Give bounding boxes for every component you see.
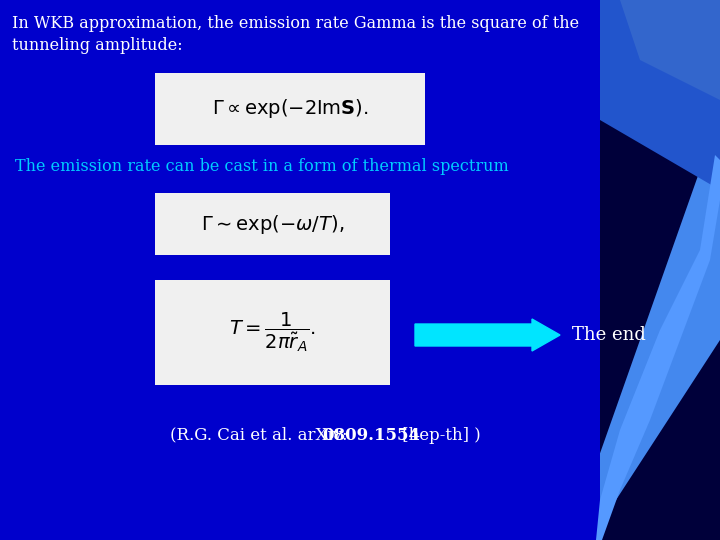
Text: tunneling amplitude:: tunneling amplitude: (12, 37, 183, 54)
Text: $T = \dfrac{1}{2\pi\tilde{r}_A}.$: $T = \dfrac{1}{2\pi\tilde{r}_A}.$ (229, 310, 316, 354)
Polygon shape (596, 155, 720, 540)
Polygon shape (620, 0, 720, 100)
FancyBboxPatch shape (155, 193, 390, 255)
Text: $\Gamma \sim \exp(-\omega/T),$: $\Gamma \sim \exp(-\omega/T),$ (201, 213, 344, 235)
Polygon shape (590, 0, 720, 190)
Text: [hep-th] ): [hep-th] ) (397, 427, 481, 443)
Polygon shape (0, 0, 600, 540)
FancyBboxPatch shape (155, 280, 390, 385)
Text: $\Gamma \propto \exp(-2\mathrm{Im}\mathbf{S}).$: $\Gamma \propto \exp(-2\mathrm{Im}\mathb… (212, 98, 368, 120)
FancyBboxPatch shape (155, 73, 425, 145)
Text: 0809.1554: 0809.1554 (322, 427, 420, 443)
Polygon shape (490, 0, 720, 140)
Text: The end: The end (572, 326, 646, 344)
FancyArrow shape (415, 319, 560, 351)
Polygon shape (0, 0, 560, 540)
Polygon shape (490, 0, 720, 540)
Polygon shape (575, 170, 720, 540)
Polygon shape (560, 0, 720, 540)
Text: (R.G. Cai et al. arXiv:: (R.G. Cai et al. arXiv: (170, 427, 348, 443)
Text: The emission rate can be cast in a form of thermal spectrum: The emission rate can be cast in a form … (15, 158, 509, 175)
Text: In WKB approximation, the emission rate Gamma is the square of the: In WKB approximation, the emission rate … (12, 15, 579, 32)
